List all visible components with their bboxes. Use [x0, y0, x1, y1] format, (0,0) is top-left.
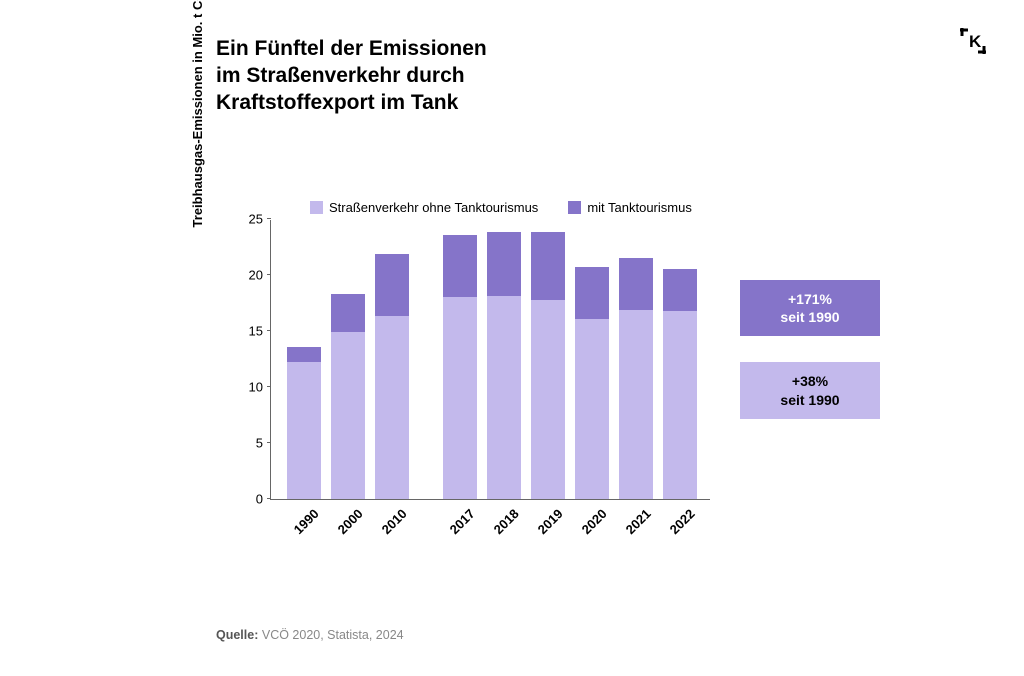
bar-segment-light — [443, 297, 477, 499]
bar-segment-dark — [487, 232, 521, 296]
svg-text:K: K — [969, 32, 982, 51]
emissions-chart: Straßenverkehr ohne Tanktourismus mit Ta… — [210, 220, 730, 540]
y-tick-mark — [267, 498, 271, 499]
chart-title: Ein Fünftel der Emissionenim Straßenverk… — [216, 36, 487, 117]
bar-segment-dark — [375, 254, 409, 317]
y-tick-label: 25 — [249, 212, 271, 227]
source-text: VCÖ 2020, Statista, 2024 — [262, 628, 404, 642]
y-axis-label: Treibhausgas-Emissionen in Mio. t CO2-äq… — [190, 0, 208, 227]
bar-segment-light — [331, 332, 365, 499]
plot-area: 199020002010201720182019202020212022 051… — [270, 220, 710, 500]
legend-label-dark: mit Tanktourismus — [587, 200, 692, 215]
bars-container: 199020002010201720182019202020212022 — [271, 220, 710, 499]
x-tick-label: 2010 — [379, 506, 410, 537]
bar-segment-dark — [443, 235, 477, 298]
legend-item-light: Straßenverkehr ohne Tanktourismus — [310, 200, 538, 215]
bar-segment-dark — [619, 258, 653, 310]
y-tick-mark — [267, 386, 271, 387]
source-label: Quelle: — [216, 628, 258, 642]
bar-segment-light — [575, 319, 609, 499]
y-tick-mark — [267, 218, 271, 219]
x-tick-label: 2022 — [667, 506, 698, 537]
bar-segment-light — [287, 362, 321, 499]
x-tick-label: 2017 — [447, 506, 478, 537]
y-tick-label: 10 — [249, 380, 271, 395]
callout-box: +171%seit 1990 — [740, 280, 880, 336]
callouts: +171%seit 1990 +38%seit 1990 — [740, 280, 880, 445]
bar-segment-light — [663, 311, 697, 499]
bar-segment-light — [375, 316, 409, 499]
x-tick-label: 2020 — [579, 506, 610, 537]
y-tick-label: 5 — [256, 436, 271, 451]
bar-segment-light — [619, 310, 653, 499]
y-tick-mark — [267, 274, 271, 275]
y-tick-label: 20 — [249, 268, 271, 283]
y-tick-label: 0 — [256, 492, 271, 507]
y-tick-mark — [267, 442, 271, 443]
x-tick-label: 2021 — [623, 506, 654, 537]
legend-swatch-light — [310, 201, 323, 214]
bar-segment-dark — [331, 294, 365, 332]
y-tick-mark — [267, 330, 271, 331]
bar-segment-dark — [531, 232, 565, 299]
legend-item-dark: mit Tanktourismus — [568, 200, 692, 215]
x-tick-label: 2000 — [335, 506, 366, 537]
x-tick-label: 2018 — [491, 506, 522, 537]
source-citation: Quelle: VCÖ 2020, Statista, 2024 — [216, 628, 404, 642]
legend-label-light: Straßenverkehr ohne Tanktourismus — [329, 200, 538, 215]
callout-box: +38%seit 1990 — [740, 362, 880, 418]
chart-legend: Straßenverkehr ohne Tanktourismus mit Ta… — [310, 200, 692, 215]
bar-segment-light — [487, 296, 521, 499]
bar-segment-dark — [575, 267, 609, 319]
y-tick-label: 15 — [249, 324, 271, 339]
bar-segment-dark — [663, 269, 697, 310]
legend-swatch-dark — [568, 201, 581, 214]
x-tick-label: 1990 — [291, 506, 322, 537]
bar-segment-light — [531, 300, 565, 499]
x-tick-label: 2019 — [535, 506, 566, 537]
brand-logo: K — [960, 28, 986, 54]
bar-segment-dark — [287, 347, 321, 363]
